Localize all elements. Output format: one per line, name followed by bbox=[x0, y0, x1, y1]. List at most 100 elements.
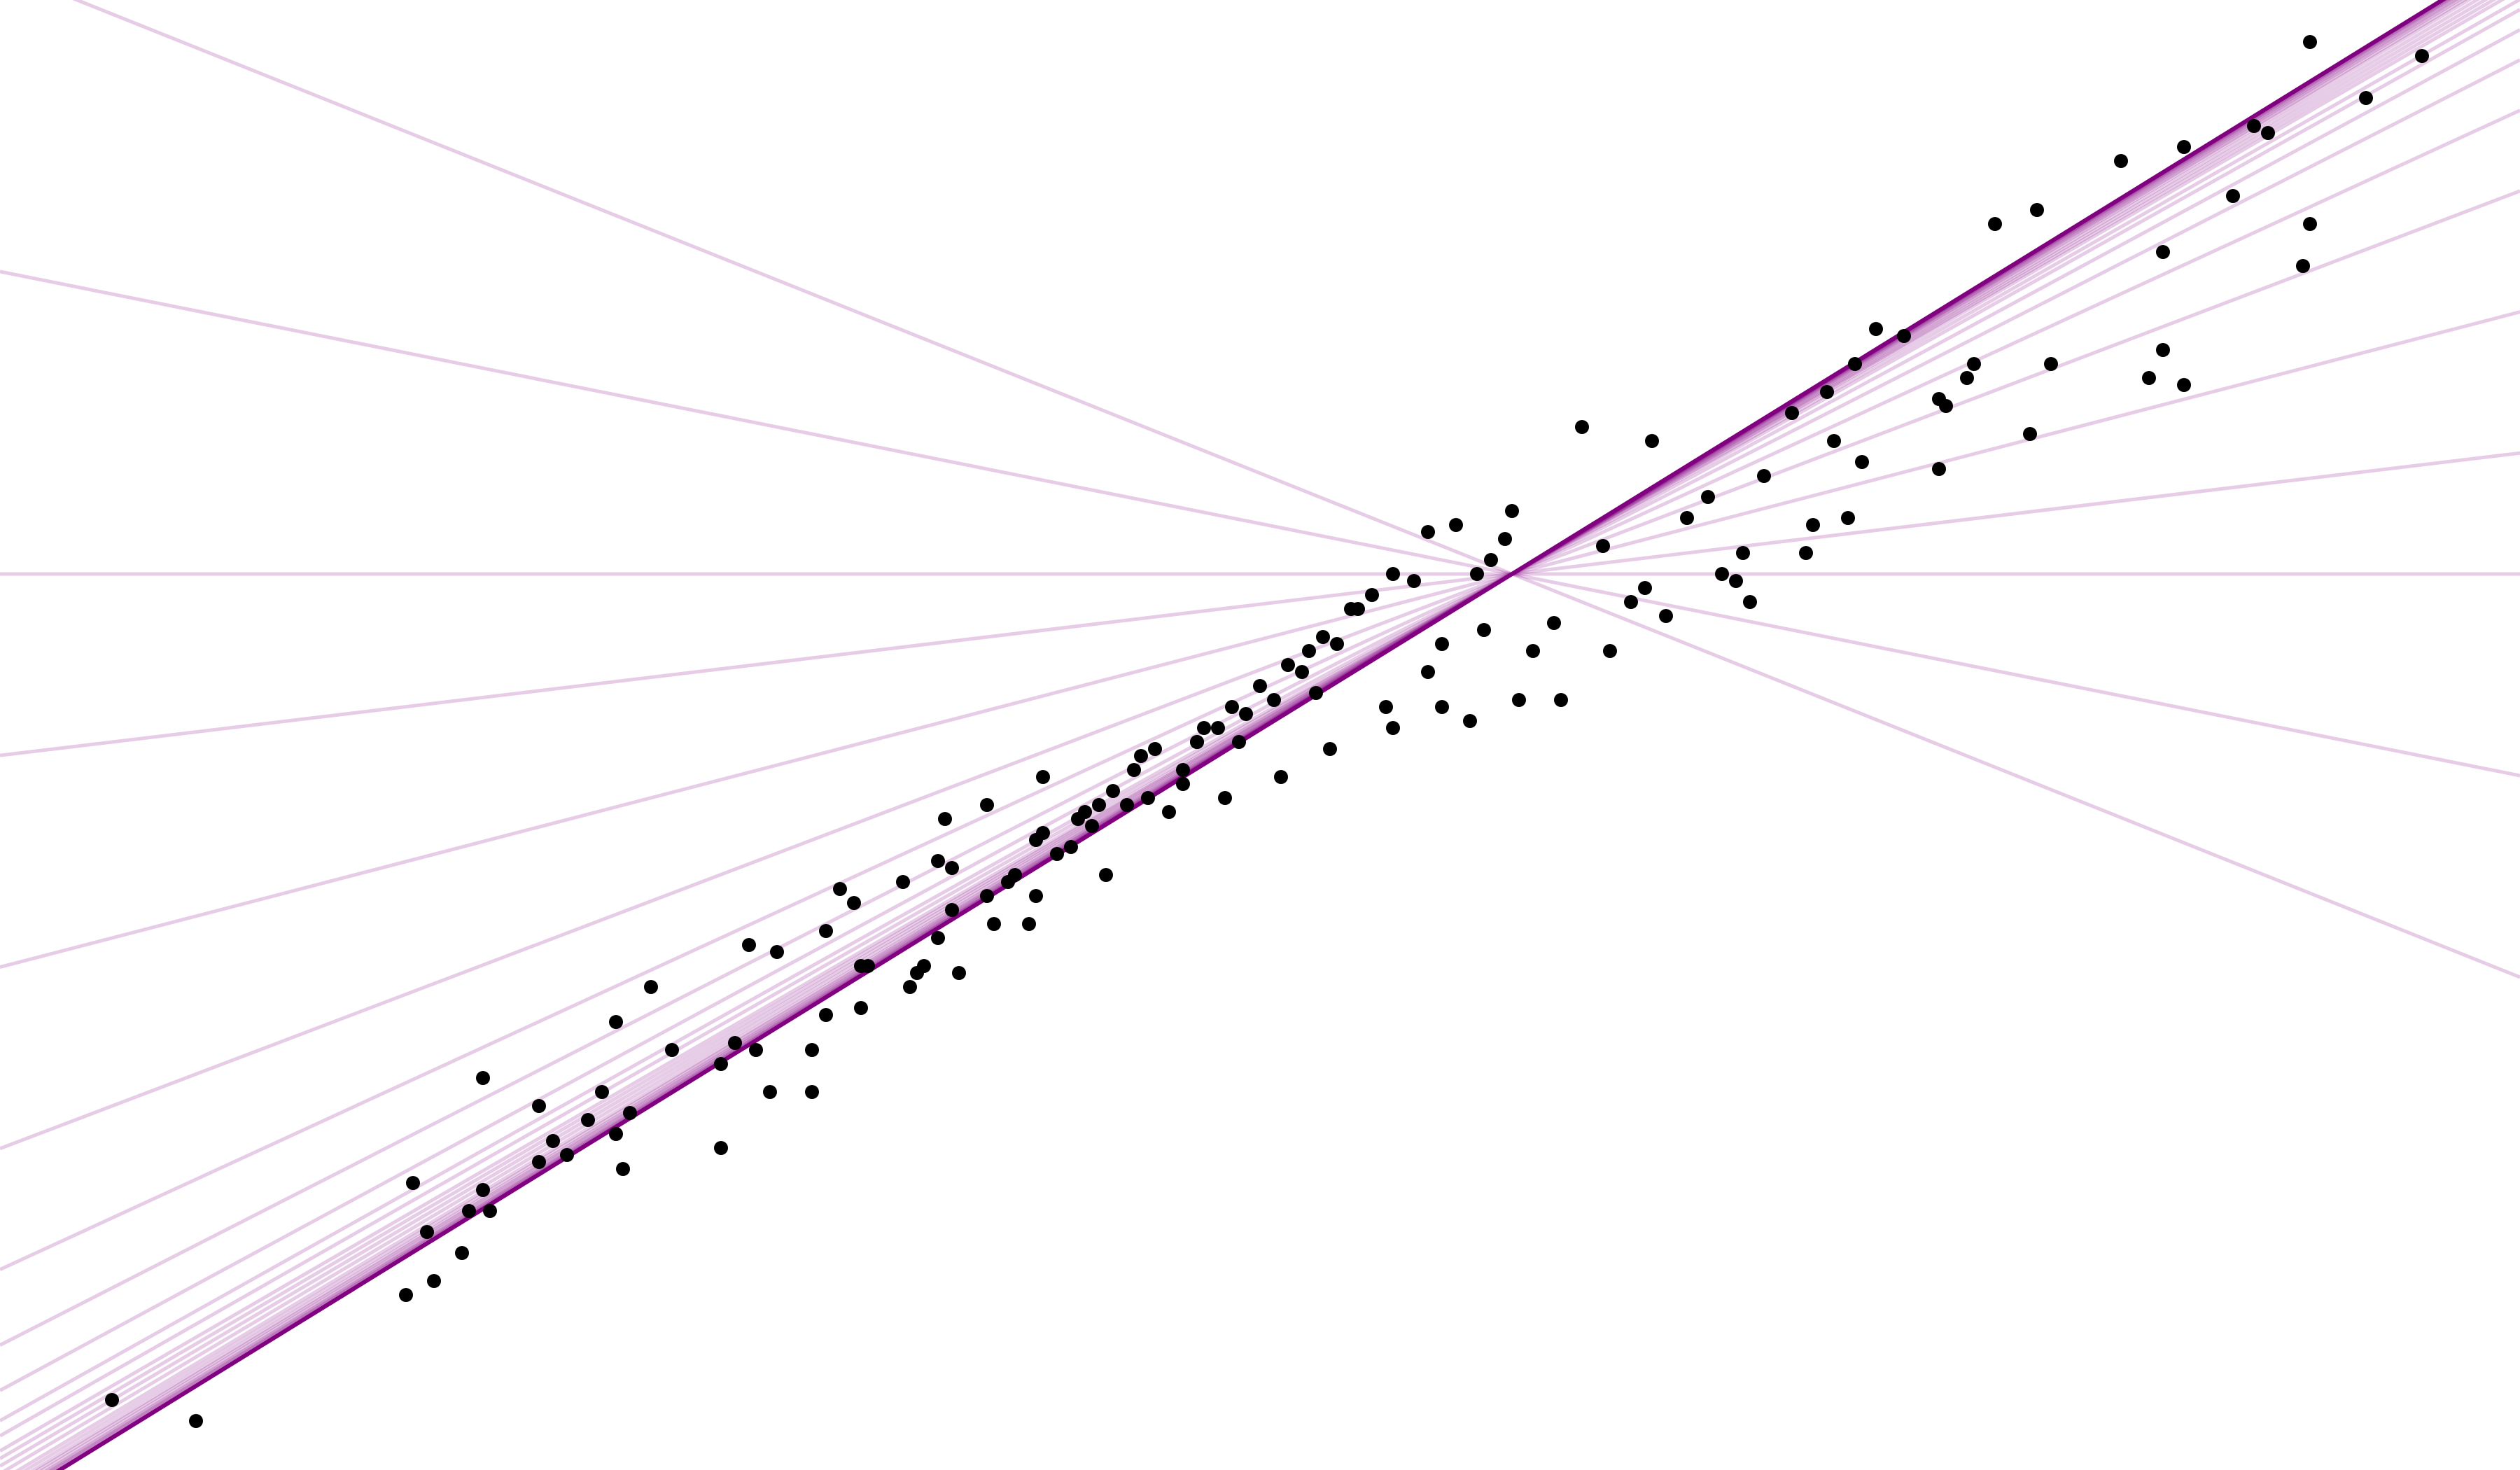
data-point bbox=[1659, 609, 1673, 623]
data-point bbox=[2261, 126, 2275, 140]
data-point bbox=[1967, 357, 1981, 371]
data-point bbox=[1071, 812, 1085, 826]
data-point bbox=[1239, 707, 1253, 721]
data-point bbox=[1036, 770, 1050, 784]
data-point bbox=[931, 931, 945, 945]
data-point bbox=[1932, 462, 1946, 476]
data-point bbox=[1421, 665, 1435, 679]
data-point bbox=[1029, 889, 1043, 903]
data-point bbox=[427, 1274, 441, 1288]
data-point bbox=[560, 1148, 574, 1162]
data-point bbox=[1232, 735, 1246, 749]
data-point bbox=[1939, 399, 1953, 413]
data-point bbox=[1127, 763, 1141, 777]
data-point bbox=[714, 1057, 728, 1071]
data-point bbox=[1323, 742, 1337, 756]
data-point bbox=[1309, 686, 1323, 700]
data-point bbox=[952, 966, 966, 980]
data-point bbox=[1225, 700, 1239, 714]
data-point bbox=[546, 1134, 560, 1148]
data-point bbox=[742, 938, 756, 952]
data-point bbox=[1988, 217, 2002, 231]
data-point bbox=[1120, 798, 1134, 812]
data-point bbox=[455, 1246, 469, 1260]
data-point bbox=[854, 959, 868, 973]
data-point bbox=[1715, 567, 1729, 581]
data-point bbox=[1596, 539, 1610, 553]
data-point bbox=[1267, 693, 1281, 707]
data-point bbox=[805, 1043, 819, 1057]
data-point bbox=[1253, 679, 1267, 693]
data-point bbox=[1092, 798, 1106, 812]
data-point bbox=[763, 1085, 777, 1099]
data-point bbox=[399, 1288, 413, 1302]
data-point bbox=[406, 1176, 420, 1190]
data-point bbox=[1603, 644, 1617, 658]
data-point bbox=[896, 875, 910, 889]
data-point bbox=[2303, 217, 2317, 231]
data-point bbox=[1736, 546, 1750, 560]
data-point bbox=[1379, 700, 1393, 714]
fit-line-iteration bbox=[0, 270, 2520, 778]
data-point bbox=[1799, 546, 1813, 560]
data-point bbox=[2415, 49, 2429, 63]
data-point bbox=[1008, 868, 1022, 882]
data-point bbox=[1484, 553, 1498, 567]
data-point bbox=[903, 980, 917, 994]
data-point bbox=[1848, 357, 1862, 371]
data-point bbox=[2156, 245, 2170, 259]
data-point bbox=[833, 882, 847, 896]
data-point bbox=[1855, 455, 1869, 469]
data-point bbox=[1421, 525, 1435, 539]
data-point bbox=[714, 1141, 728, 1155]
data-point bbox=[1344, 602, 1358, 616]
data-point bbox=[2114, 154, 2128, 168]
data-point bbox=[1869, 322, 1883, 336]
data-point bbox=[1820, 385, 1834, 399]
fit-line-iteration bbox=[0, 189, 2520, 1151]
data-point bbox=[819, 1008, 833, 1022]
data-point bbox=[728, 1036, 742, 1050]
data-point bbox=[623, 1106, 637, 1120]
data-point bbox=[2044, 357, 2058, 371]
data-point bbox=[1386, 567, 1400, 581]
data-point bbox=[1757, 469, 1771, 483]
data-point bbox=[819, 924, 833, 938]
data-point bbox=[105, 1393, 119, 1407]
data-point bbox=[483, 1204, 497, 1218]
data-point bbox=[1463, 714, 1477, 728]
data-point bbox=[1064, 840, 1078, 854]
data-point bbox=[462, 1204, 476, 1218]
data-point bbox=[1302, 644, 1316, 658]
data-point bbox=[609, 1127, 623, 1141]
data-point bbox=[1050, 847, 1064, 861]
data-point bbox=[1547, 616, 1561, 630]
data-point bbox=[2156, 343, 2170, 357]
data-point bbox=[1022, 917, 1036, 931]
data-point bbox=[1785, 406, 1799, 420]
data-point bbox=[1295, 665, 1309, 679]
data-point bbox=[1176, 777, 1190, 791]
data-point bbox=[847, 896, 861, 910]
data-point bbox=[931, 854, 945, 868]
data-point bbox=[665, 1043, 679, 1057]
data-point bbox=[1624, 595, 1638, 609]
data-point bbox=[476, 1071, 490, 1085]
data-point bbox=[532, 1099, 546, 1113]
data-point bbox=[1407, 574, 1421, 588]
data-point bbox=[2177, 140, 2191, 154]
data-point bbox=[1162, 805, 1176, 819]
data-point bbox=[2177, 378, 2191, 392]
data-point bbox=[2247, 119, 2261, 133]
data-point bbox=[2142, 371, 2156, 385]
data-point bbox=[1526, 644, 1540, 658]
data-point bbox=[1281, 658, 1295, 672]
data-point bbox=[987, 917, 1001, 931]
